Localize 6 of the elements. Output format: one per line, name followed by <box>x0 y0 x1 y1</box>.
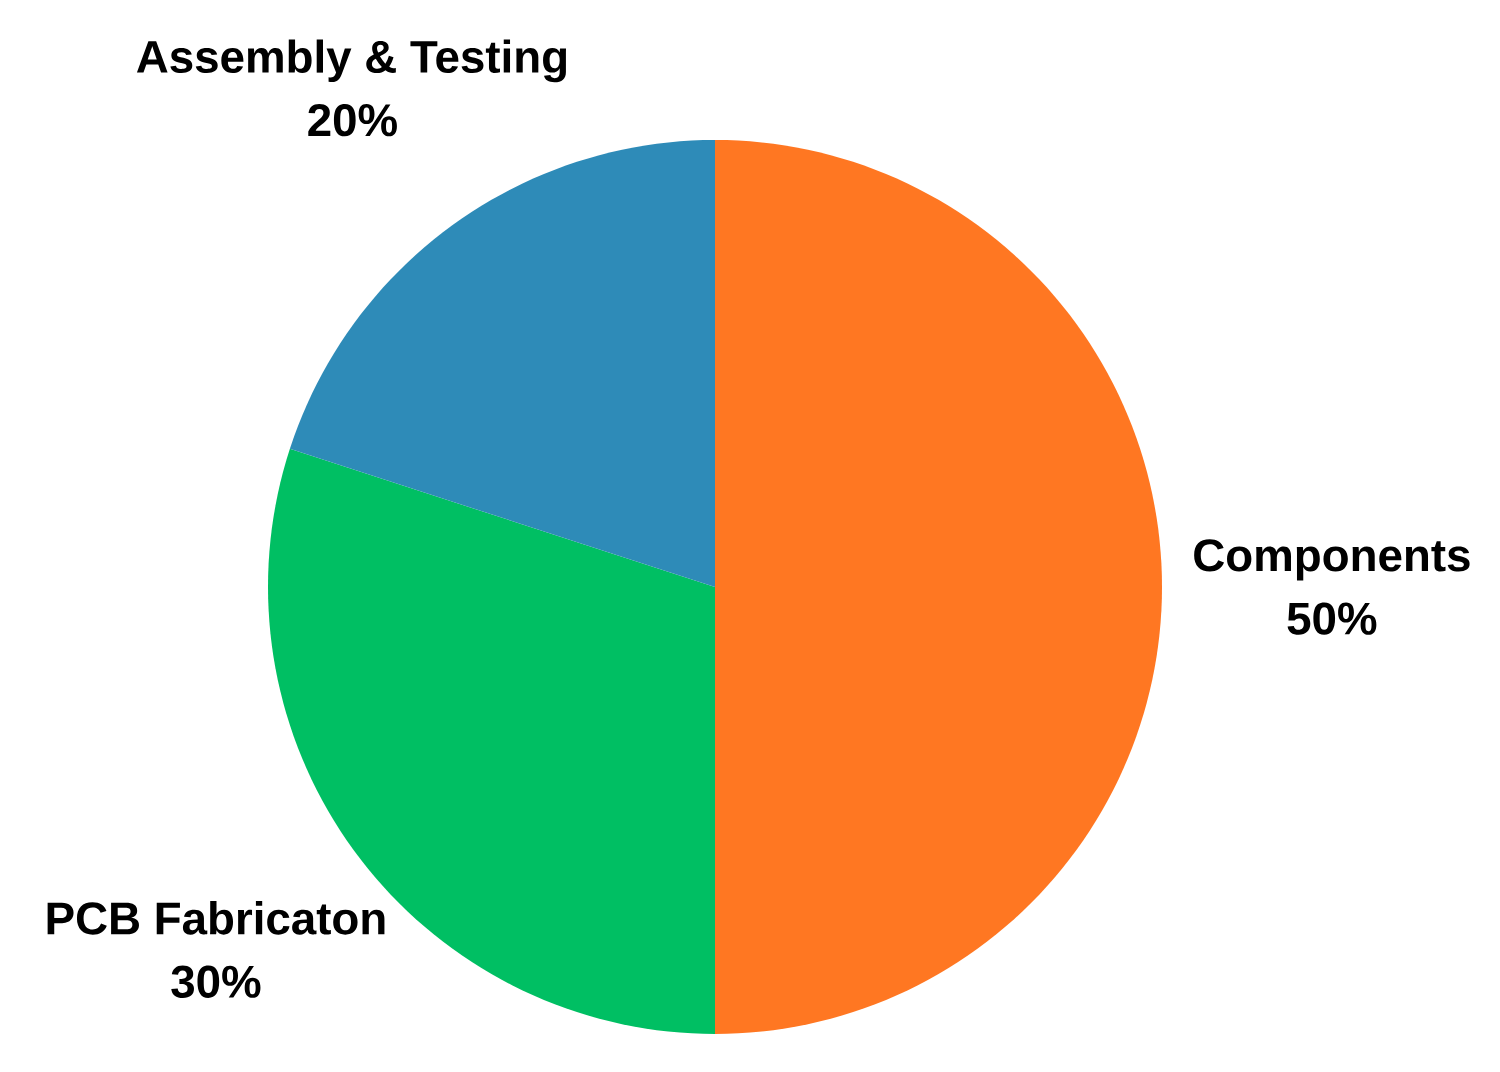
data-label: 50% <box>1287 602 1377 635</box>
data-label: 20% <box>308 103 397 137</box>
slice-label: PCB Fabricaton <box>47 901 385 935</box>
slice-label: Assembly & Testing <box>136 39 567 83</box>
data-label: 30% <box>171 965 261 998</box>
slice-label: Components <box>1194 539 1470 581</box>
